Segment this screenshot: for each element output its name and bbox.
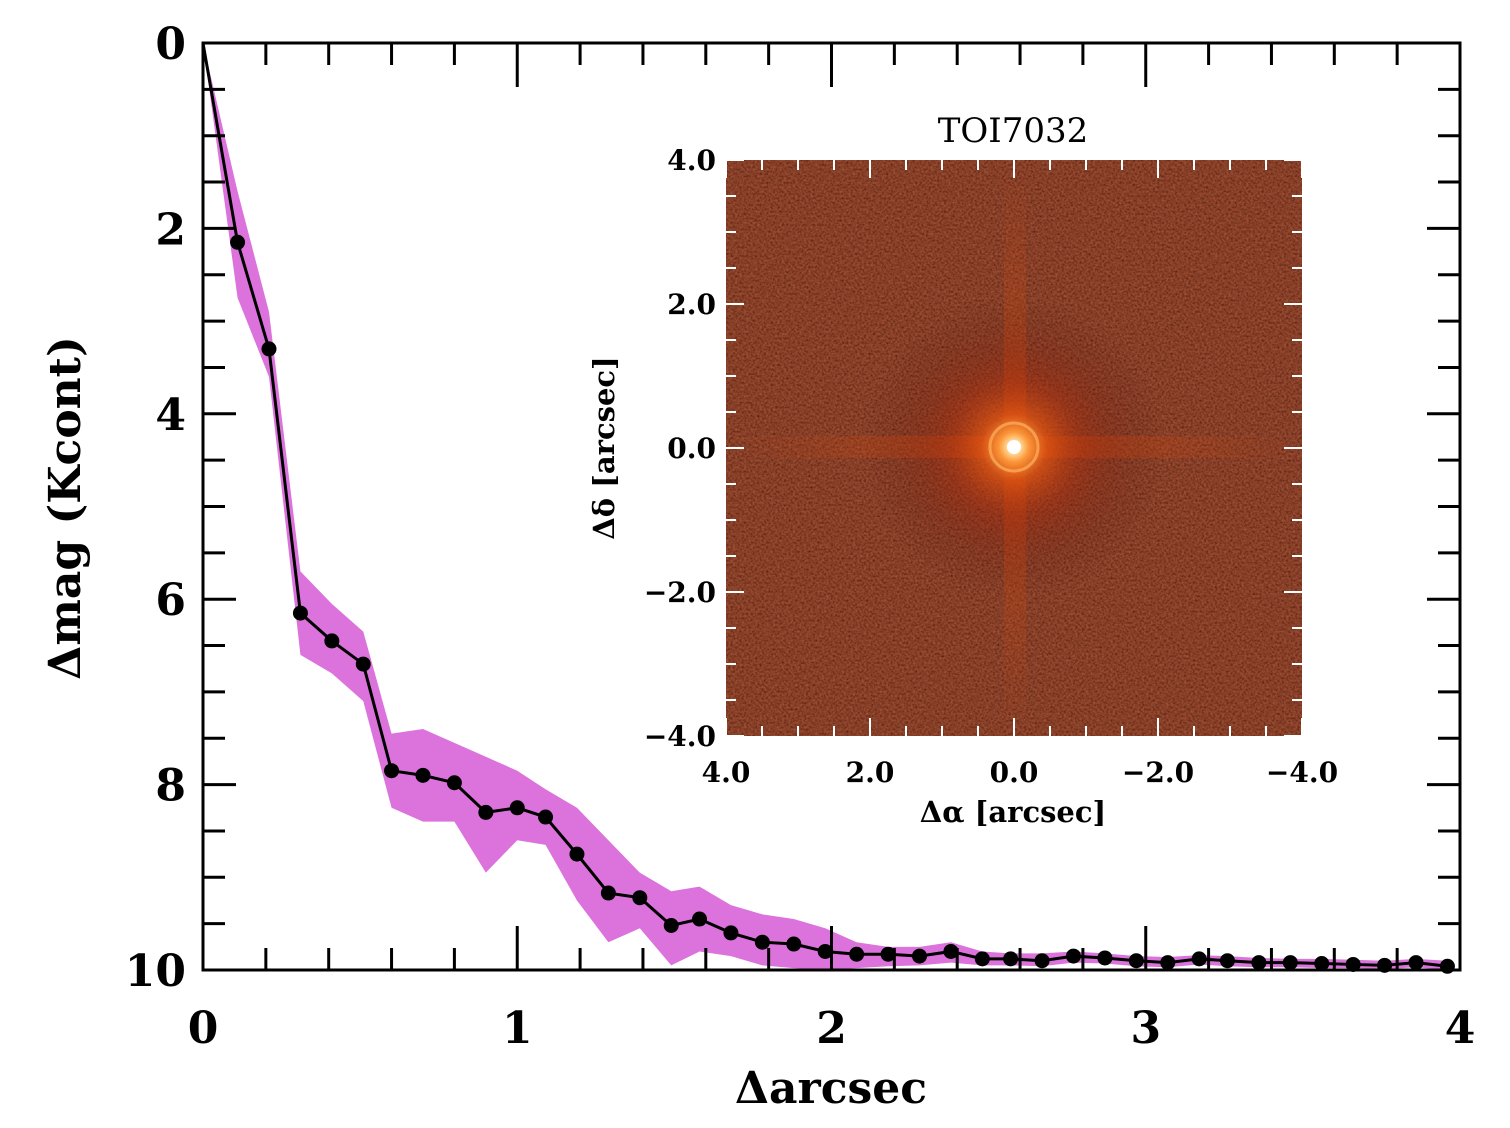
data-point xyxy=(1251,955,1267,971)
y-tick-label: 6 xyxy=(155,575,186,626)
data-point xyxy=(754,934,770,950)
y-tick-label: 0 xyxy=(155,19,186,70)
data-point xyxy=(600,885,616,901)
inset-axis-tick-labels: 4.0 2.0 0.0 −2.0 −4.04.02.00.0−2.0−4.0 xyxy=(644,144,1338,789)
data-point xyxy=(1034,953,1050,969)
data-point xyxy=(230,234,246,250)
y-tick-label: 2 xyxy=(155,204,186,255)
data-point xyxy=(292,605,308,621)
main-axis-ticks xyxy=(201,41,1462,972)
inset-image xyxy=(726,160,1302,736)
main-axis-tick-labels: 0 1 2 3 4 0 2 4 6 8 10 xyxy=(125,19,1476,1054)
data-point xyxy=(1065,948,1081,964)
contrast-curve-points xyxy=(230,234,1455,974)
data-point xyxy=(663,918,679,934)
inset-x-tick-label: −4.0 xyxy=(1266,756,1338,789)
data-point xyxy=(723,925,739,941)
data-point xyxy=(1219,953,1235,969)
data-point xyxy=(1160,955,1176,971)
data-point xyxy=(446,775,462,791)
inset-x-tick-label: 2.0 xyxy=(846,756,895,789)
data-point xyxy=(415,767,431,783)
inset-axis-ticks xyxy=(725,159,1303,737)
data-point xyxy=(880,946,896,962)
data-point xyxy=(1345,956,1361,972)
data-point xyxy=(384,763,400,779)
inset-title: TOI7032 xyxy=(938,111,1089,151)
data-point xyxy=(1439,958,1455,974)
x-tick-label: 2 xyxy=(816,1003,847,1054)
data-point xyxy=(943,943,959,959)
inset-y-tick-label: 0.0 xyxy=(667,432,716,465)
x-tick-label: 0 xyxy=(188,1003,219,1054)
data-point xyxy=(569,846,585,862)
data-point xyxy=(632,890,648,906)
x-tick-label: 4 xyxy=(1445,1003,1476,1054)
data-point xyxy=(911,948,927,964)
x-tick-label: 3 xyxy=(1130,1003,1161,1054)
data-point xyxy=(1097,950,1113,966)
inset-psf-peak xyxy=(1007,440,1021,454)
y-tick-label: 8 xyxy=(155,761,186,812)
inset-y-tick-label: 4.0 xyxy=(667,144,716,177)
y-tick-label: 4 xyxy=(155,390,186,441)
data-point xyxy=(478,804,494,820)
y-axis-title: Δmag (Kcont) xyxy=(40,336,91,680)
inset-x-axis-title: Δα [arcsec] xyxy=(920,795,1107,829)
data-point xyxy=(355,656,371,672)
x-axis-title: Δarcsec xyxy=(735,1063,927,1114)
data-point xyxy=(1282,955,1298,971)
inset-y-tick-label: −4.0 xyxy=(644,720,716,753)
inset-x-tick-label: 4.0 xyxy=(702,756,751,789)
data-point xyxy=(1408,955,1424,971)
inset-y-tick-label: 2.0 xyxy=(667,288,716,321)
data-point xyxy=(817,943,833,959)
data-point xyxy=(1191,951,1207,967)
data-point xyxy=(509,800,525,816)
data-point xyxy=(538,809,554,825)
data-point xyxy=(786,936,802,952)
inset-y-axis-title: Δδ [arcsec] xyxy=(587,356,621,540)
data-point xyxy=(1003,951,1019,967)
data-point xyxy=(261,341,277,357)
x-tick-label: 1 xyxy=(502,1003,533,1054)
inset-x-tick-label: 0.0 xyxy=(990,756,1039,789)
inset-airy-ring xyxy=(988,421,1040,473)
data-point xyxy=(1128,953,1144,969)
inset-x-tick-label: −2.0 xyxy=(1122,756,1194,789)
inset-y-tick-label: −2.0 xyxy=(644,576,716,609)
data-point xyxy=(974,951,990,967)
data-point xyxy=(1314,956,1330,972)
data-point xyxy=(324,633,340,649)
y-tick-label: 10 xyxy=(125,946,186,997)
data-point xyxy=(849,946,865,962)
data-point xyxy=(692,911,708,927)
